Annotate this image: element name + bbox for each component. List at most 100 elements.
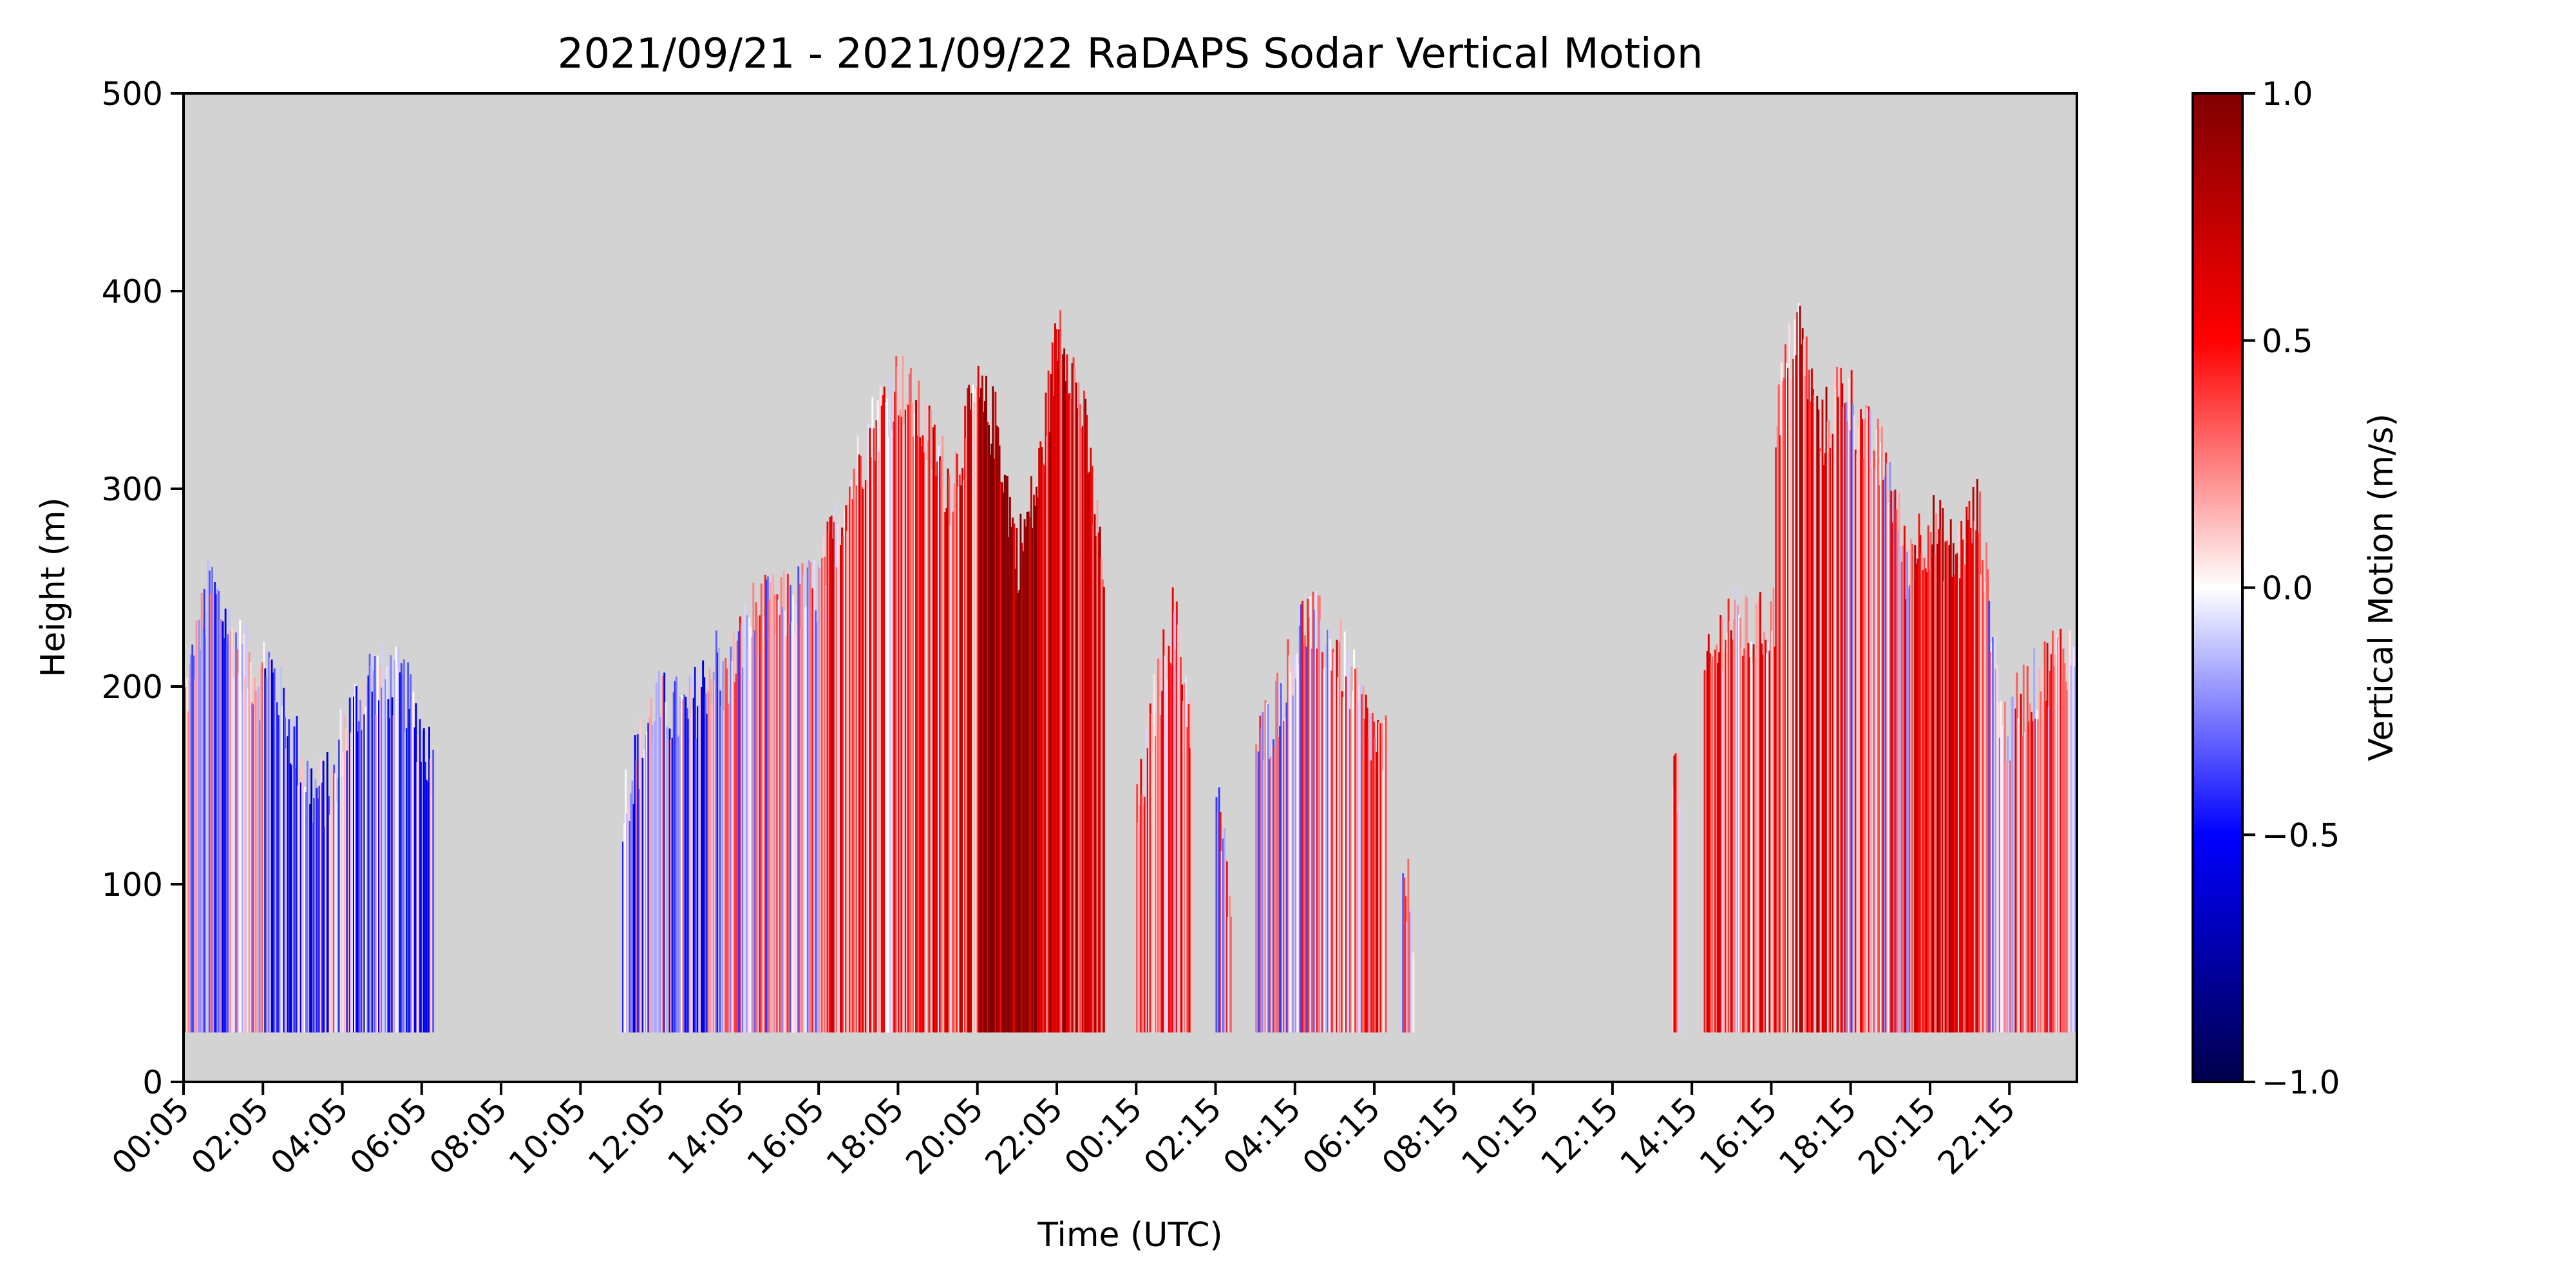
data-column — [1074, 367, 1076, 1033]
data-column — [1903, 526, 1906, 1033]
data-column — [928, 405, 931, 1033]
data-column — [662, 676, 664, 1033]
data-column — [1746, 597, 1748, 1033]
data-column — [961, 468, 963, 1033]
data-column — [1357, 701, 1359, 1033]
data-segment-7 — [977, 366, 1037, 1033]
data-column — [880, 405, 883, 1033]
data-column — [782, 570, 785, 1033]
data-column — [898, 415, 900, 1033]
data-column — [1730, 630, 1732, 1033]
data-column — [923, 452, 925, 1033]
data-column — [739, 616, 741, 1033]
data-column — [1285, 702, 1288, 1033]
x-tick-label: 00:05 — [105, 1090, 197, 1182]
data-column — [1968, 501, 1971, 1033]
data-column — [1826, 421, 1829, 1033]
data-column — [780, 577, 782, 1033]
data-column — [942, 435, 944, 1033]
data-column — [1952, 543, 1955, 1033]
data-column — [645, 735, 647, 1033]
data-column — [1870, 466, 1873, 1033]
data-column — [649, 717, 651, 1033]
data-column — [1327, 629, 1329, 1033]
data-column — [1942, 508, 1944, 1033]
data-column — [1676, 813, 1678, 1033]
x-tick-label: 20:05 — [898, 1090, 990, 1182]
data-column — [1846, 421, 1849, 1033]
data-column — [1001, 482, 1003, 1033]
data-column — [1162, 629, 1165, 1033]
data-column — [1739, 617, 1741, 1033]
data-column — [903, 424, 905, 1033]
data-column — [392, 715, 395, 1033]
data-column — [381, 687, 383, 1033]
data-segment-19 — [1977, 491, 2014, 1033]
data-column — [2057, 638, 2060, 1033]
data-column — [719, 690, 721, 1033]
data-segment-4 — [719, 560, 819, 1033]
data-column — [866, 480, 868, 1033]
data-column — [990, 443, 993, 1033]
data-column — [196, 674, 199, 1033]
data-column — [811, 588, 814, 1033]
data-column — [759, 615, 761, 1033]
data-column — [646, 732, 649, 1033]
data-column — [1967, 519, 1969, 1033]
data-column — [330, 804, 332, 1033]
data-column — [1019, 513, 1022, 1033]
data-column — [1284, 718, 1287, 1033]
data-column — [2013, 699, 2016, 1033]
data-segment-9 — [1136, 587, 1193, 1033]
data-column — [345, 728, 347, 1033]
data-column — [1805, 336, 1808, 1033]
data-column — [1754, 657, 1756, 1033]
data-column — [1090, 448, 1092, 1033]
data-column — [1823, 465, 1825, 1033]
data-column — [1316, 649, 1318, 1033]
data-column — [270, 659, 273, 1033]
data-column — [766, 579, 768, 1033]
data-column — [225, 641, 228, 1033]
data-column — [1381, 723, 1383, 1033]
data-column — [916, 435, 919, 1033]
data-column — [254, 690, 257, 1033]
data-column — [714, 681, 716, 1033]
data-column — [905, 398, 908, 1033]
data-column — [1801, 328, 1804, 1033]
data-column — [415, 703, 417, 1033]
data-column — [1282, 678, 1284, 1033]
data-column — [805, 606, 808, 1033]
colorbar-tick-label: 0.0 — [2262, 570, 2313, 607]
y-tick-label: 100 — [102, 866, 163, 904]
data-column — [1185, 676, 1188, 1033]
data-column — [1725, 639, 1727, 1033]
data-column — [1033, 495, 1035, 1033]
data-column — [1971, 543, 1973, 1033]
x-tick-label: 02:05 — [184, 1090, 276, 1182]
data-column — [412, 692, 415, 1033]
data-column — [1267, 704, 1269, 1033]
data-column — [1799, 305, 1801, 1033]
data-column — [1322, 668, 1325, 1033]
data-column — [750, 627, 752, 1033]
data-column — [1365, 694, 1367, 1033]
data-column — [770, 582, 772, 1033]
data-column — [1377, 719, 1379, 1033]
data-column — [341, 776, 343, 1033]
data-column — [837, 524, 839, 1033]
data-column — [2045, 701, 2047, 1033]
data-column — [1785, 344, 1786, 1033]
data-segment-8 — [1037, 310, 1105, 1033]
data-column — [1144, 797, 1146, 1033]
data-column — [972, 384, 974, 1033]
data-column — [948, 475, 951, 1033]
data-column — [1262, 712, 1264, 1033]
data-column — [1010, 526, 1012, 1033]
data-column — [1081, 428, 1083, 1033]
data-column — [1052, 395, 1055, 1033]
data-column — [424, 761, 426, 1033]
data-column — [1041, 447, 1043, 1033]
data-column — [755, 602, 757, 1033]
data-column — [828, 531, 830, 1033]
